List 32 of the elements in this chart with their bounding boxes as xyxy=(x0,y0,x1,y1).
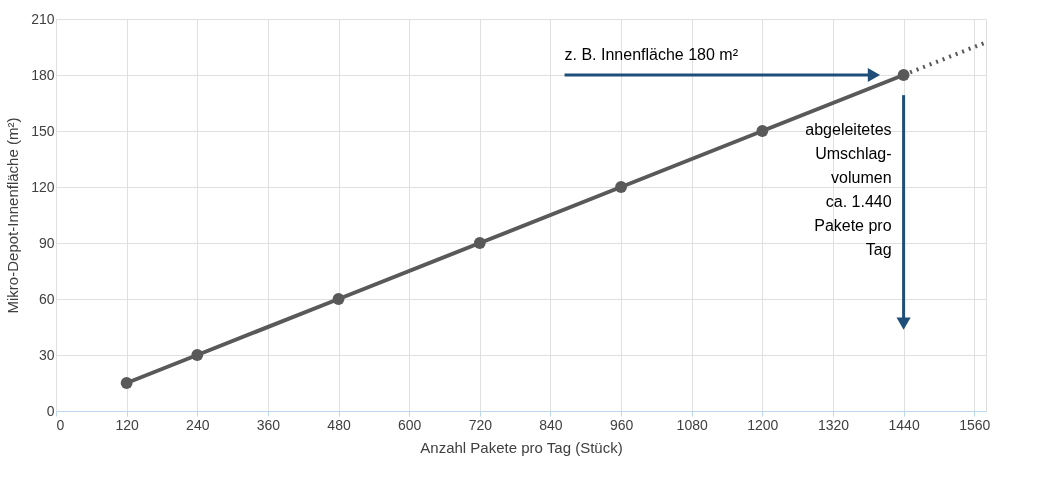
x-tick-label: 1080 xyxy=(676,416,708,433)
point xyxy=(615,181,627,193)
y-tick-label: 150 xyxy=(31,122,55,139)
x-tick-label: 600 xyxy=(397,416,422,433)
point xyxy=(120,377,133,389)
y-tick-label: 120 xyxy=(31,178,55,195)
x-tick-label: 120 xyxy=(115,416,140,433)
point xyxy=(897,69,910,81)
x-tick-label: 240 xyxy=(186,416,210,433)
x-axis-title: Anzahl Pakete pro Tag (Stück) xyxy=(420,438,623,456)
annotation: abgeleitetes Umschlag- volumen ca. 1.440 Pakete pro Tag xyxy=(805,121,892,259)
y-tick-label: 180 xyxy=(31,66,55,83)
x-tick-label: 360 xyxy=(256,416,281,433)
y-tick-label: 90 xyxy=(38,234,55,251)
y-tick-label: 30 xyxy=(38,346,55,363)
point xyxy=(473,237,486,249)
x-tick-label: 840 xyxy=(539,416,563,433)
y-tick-label: 0 xyxy=(46,402,55,419)
y-axis-title: Mikro-Depot-Innenfläche (m²) xyxy=(4,117,22,314)
point xyxy=(756,125,769,137)
y-tick-label: 210 xyxy=(31,10,55,27)
x-tick-label: 1200 xyxy=(747,416,779,433)
x-tick-label: 720 xyxy=(468,416,493,433)
point xyxy=(191,349,204,361)
y-tick-label: 60 xyxy=(38,290,55,307)
x-tick-label: 960 xyxy=(609,416,634,433)
x-tick-label: 480 xyxy=(327,416,351,433)
x-tick-label: 1440 xyxy=(888,416,920,433)
point xyxy=(332,293,345,305)
x-tick-label: 1560 xyxy=(959,416,991,433)
annotation: z. B. Innenfläche 180 m² xyxy=(564,46,739,63)
x-tick-label: 1320 xyxy=(817,416,850,433)
